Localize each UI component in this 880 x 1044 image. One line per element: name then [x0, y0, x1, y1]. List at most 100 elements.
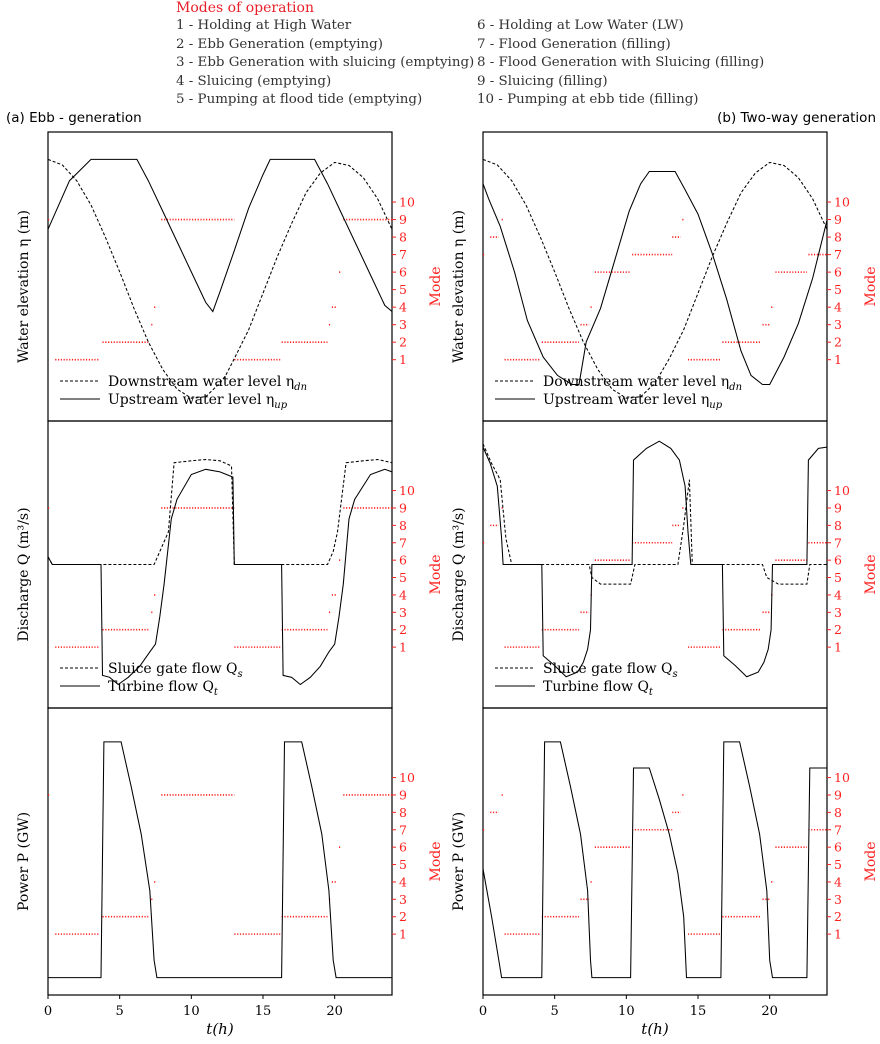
mode-tick-label: 6 — [399, 553, 407, 568]
legend-entry: Turbine flow Qt — [108, 679, 219, 698]
mode-tick-label: 8 — [834, 518, 842, 533]
mode-tick-label: 6 — [834, 553, 842, 568]
mode-item: 1 - Holding at High Water — [176, 18, 352, 33]
legend-entry: Sluice gate flow Qs — [108, 661, 243, 680]
x-tick-label: 5 — [116, 1004, 124, 1019]
modes-legend-title: Modes of operation — [176, 0, 314, 16]
mode-tick-label: 9 — [399, 787, 407, 802]
mode-item: 5 - Pumping at flood tide (emptying) — [176, 92, 423, 108]
series-line-turbine — [47, 468, 393, 686]
legend-entry: Upstream water level ηup — [543, 392, 723, 411]
mode-item: 7 - Flood Generation (filling) — [477, 36, 671, 52]
panel-title-two-way: (b) Two-way generation — [717, 110, 876, 126]
modes-list-right: 6 - Holding at Low Water (LW) 7 - Flood … — [477, 17, 764, 110]
mode-item: 2 - Ebb Generation (emptying) — [176, 36, 383, 52]
mode-tick-label: 2 — [399, 909, 407, 924]
y-axis-label: Discharge Q (m³/s) — [16, 507, 32, 641]
panel-title-ebb: (a) Ebb - generation — [6, 110, 142, 126]
mode-tick-label: 8 — [399, 518, 407, 533]
y-axis-label: Power P (GW) — [16, 812, 32, 911]
legend-entry: Turbine flow Qt — [543, 679, 654, 698]
y-axis-label: Water elevation η (m) — [451, 210, 467, 363]
mode-tick-label: 7 — [399, 535, 407, 550]
mode-item: 3 - Ebb Generation with sluicing (emptyi… — [176, 55, 475, 71]
x-tick-label: 10 — [183, 1004, 200, 1019]
series-line-power — [48, 741, 392, 979]
mode-tick-label: 5 — [834, 282, 842, 297]
mode-tick-label: 10 — [834, 770, 850, 785]
mode-axis-label: Mode — [428, 266, 444, 306]
mode-tick-label: 7 — [399, 247, 407, 262]
mode-tick-label: 8 — [834, 805, 842, 820]
mode-tick-label: 2 — [834, 335, 842, 350]
x-tick-label: 15 — [690, 1004, 707, 1019]
mode-axis-label: Mode — [428, 554, 444, 594]
series-line-downstream — [47, 158, 393, 399]
x-tick-label: 0 — [479, 1004, 487, 1019]
mode-tick-label: 9 — [834, 787, 842, 802]
mode-tick-label: 2 — [399, 335, 407, 350]
mode-tick-label: 3 — [399, 317, 407, 332]
series-line-sluice — [47, 458, 393, 566]
mode-item: 4 - Sluicing (emptying) — [176, 73, 332, 89]
y-axis-label: Discharge Q (m³/s) — [451, 507, 467, 641]
series-line-upstream — [47, 158, 393, 313]
mode-axis-label: Mode — [863, 554, 879, 594]
mode-tick-label: 8 — [399, 805, 407, 820]
mode-tick-label: 10 — [399, 483, 415, 498]
mode-tick-label: 2 — [399, 622, 407, 637]
legend-entry: Downstream water level ηdn — [108, 374, 307, 393]
mode-tick-label: 9 — [399, 212, 407, 227]
mode-tick-label: 1 — [399, 352, 407, 367]
mode-item: 10 - Pumping at ebb tide (filling) — [477, 92, 699, 108]
mode-item: 6 - Holding at Low Water (LW) — [477, 18, 684, 33]
mode-tick-label: 8 — [399, 230, 407, 245]
mode-tick-label: 5 — [399, 570, 407, 585]
mode-tick-label: 5 — [834, 570, 842, 585]
mode-tick-label: 2 — [834, 622, 842, 637]
x-axis-label: t(h) — [641, 1020, 669, 1038]
mode-tick-label: 3 — [834, 317, 842, 332]
mode-tick-label: 10 — [399, 195, 415, 210]
mode-tick-label: 4 — [834, 300, 842, 315]
x-tick-label: 5 — [551, 1004, 559, 1019]
mode-tick-label: 7 — [834, 535, 842, 550]
mode-axis-label: Mode — [863, 841, 879, 881]
mode-tick-label: 10 — [399, 770, 415, 785]
mode-tick-label: 5 — [399, 282, 407, 297]
mode-tick-label: 6 — [834, 840, 842, 855]
series-line-downstream — [482, 158, 828, 399]
mode-tick-label: 9 — [834, 212, 842, 227]
mode-tick-label: 9 — [399, 500, 407, 515]
mode-tick-label: 4 — [399, 874, 407, 889]
plot-frame — [47, 707, 393, 996]
legend-entry: Downstream water level ηdn — [543, 374, 742, 393]
mode-tick-label: 4 — [834, 587, 842, 602]
modes-list-left: 1 - Holding at High Water 2 - Ebb Genera… — [176, 17, 474, 110]
mode-tick-label: 6 — [399, 265, 407, 280]
mode-item: 9 - Sluicing (filling) — [477, 73, 608, 89]
mode-tick-label: 4 — [399, 587, 407, 602]
x-tick-label: 20 — [761, 1004, 778, 1019]
series-line-upstream — [482, 170, 828, 386]
mode-tick-label: 9 — [834, 500, 842, 515]
series-line-turbine — [482, 440, 828, 678]
mode-tick-label: 7 — [834, 822, 842, 837]
series-line-power — [482, 741, 827, 979]
mode-axis-label: Mode — [863, 266, 879, 306]
x-tick-label: 15 — [255, 1004, 272, 1019]
mode-tick-label: 5 — [834, 857, 842, 872]
mode-tick-label: 6 — [834, 265, 842, 280]
mode-item: 8 - Flood Generation with Sluicing (fill… — [477, 55, 765, 71]
plot-frame — [482, 707, 828, 996]
legend-entry: Upstream water level ηup — [108, 392, 288, 411]
x-tick-label: 20 — [326, 1004, 343, 1019]
mode-tick-label: 1 — [834, 352, 842, 367]
mode-tick-label: 1 — [834, 640, 842, 655]
mode-tick-label: 3 — [834, 605, 842, 620]
mode-tick-label: 4 — [399, 300, 407, 315]
mode-tick-label: 1 — [399, 927, 407, 942]
legend-entry: Sluice gate flow Qs — [543, 661, 678, 680]
x-tick-label: 0 — [44, 1004, 52, 1019]
